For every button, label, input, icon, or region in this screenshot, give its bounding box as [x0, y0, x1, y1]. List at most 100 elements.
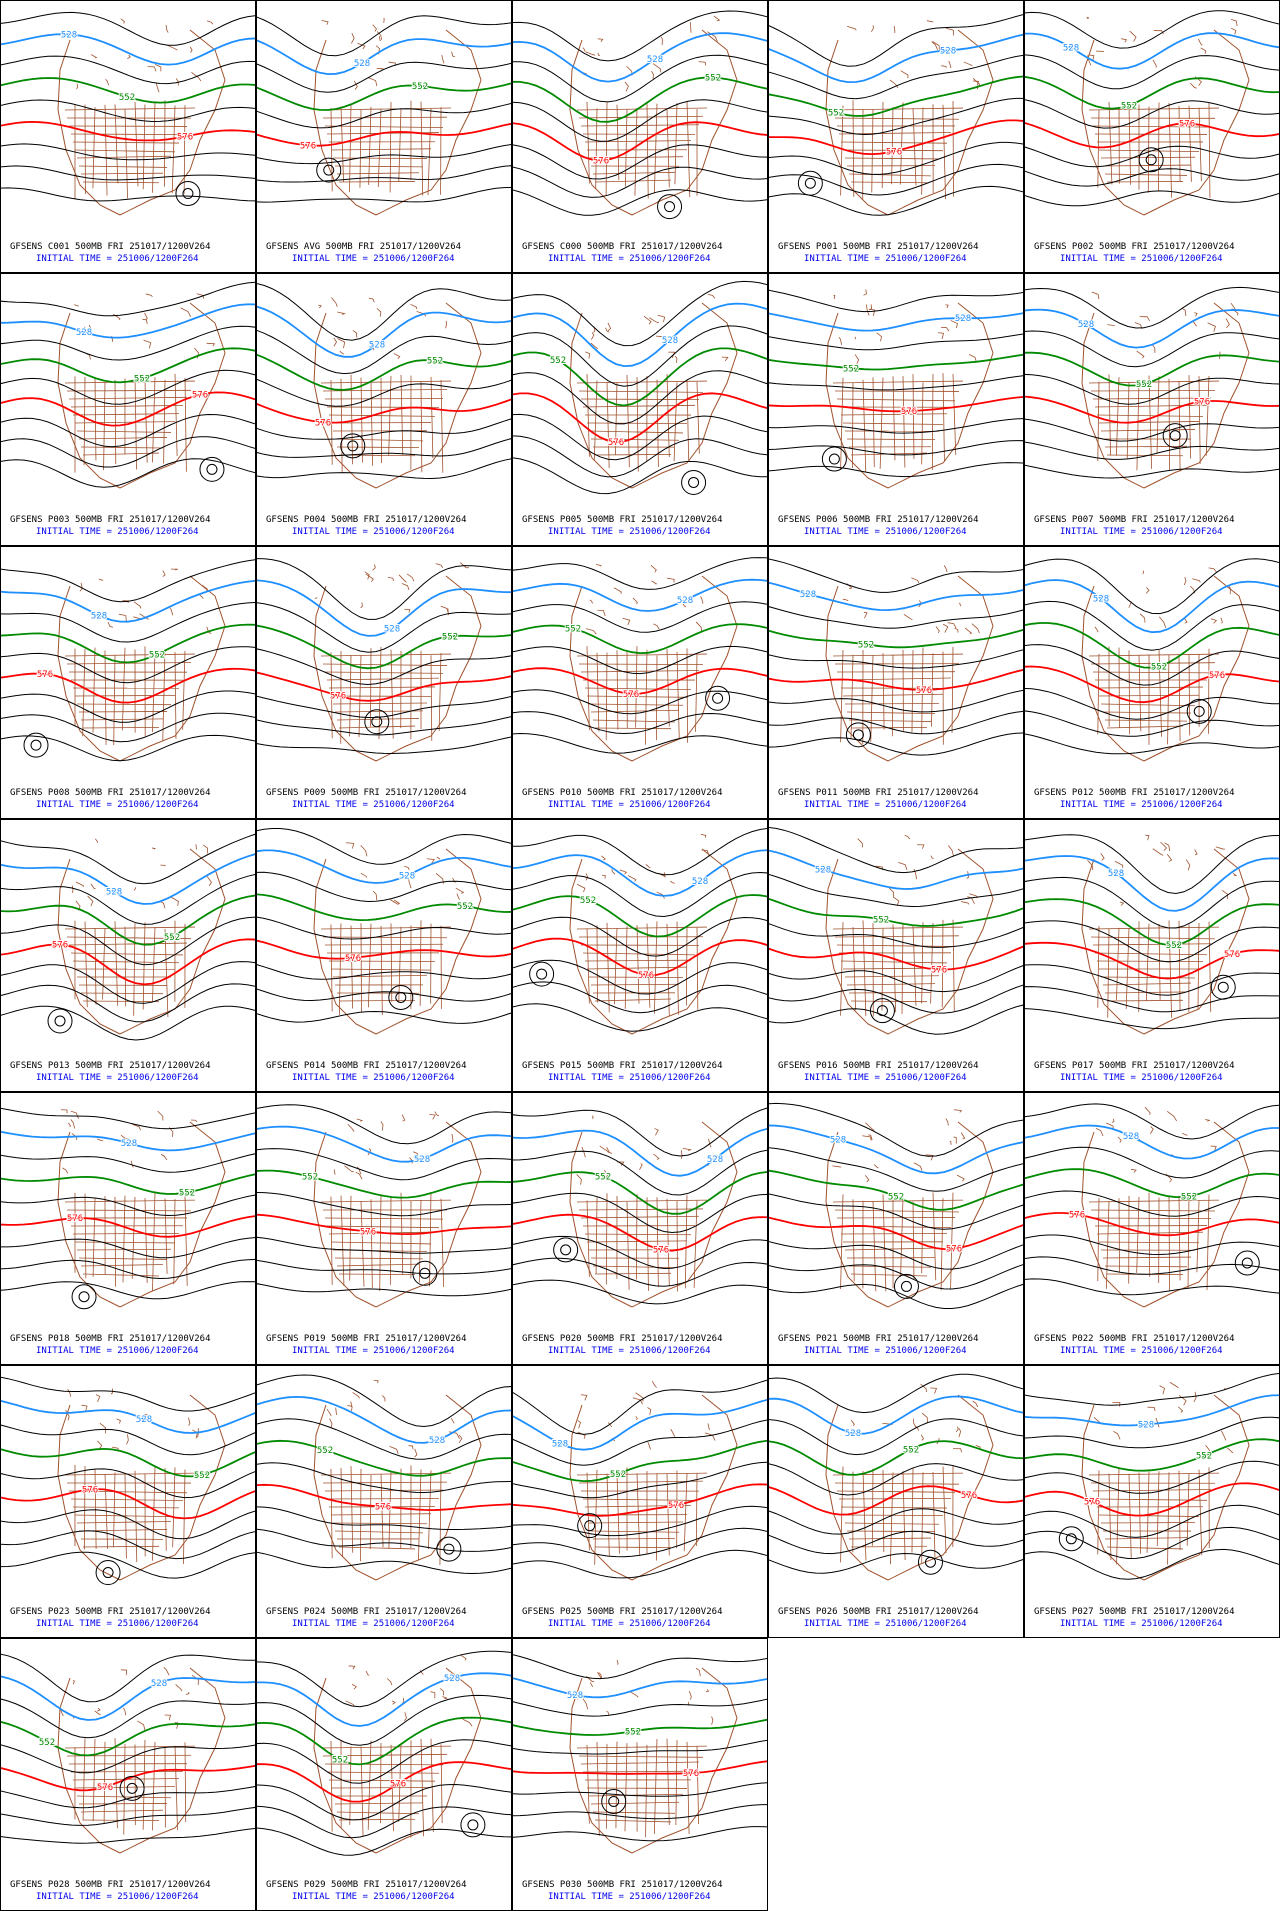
- coastline: [825, 302, 994, 489]
- island: [888, 887, 895, 898]
- island: [408, 878, 412, 889]
- contour: [513, 1527, 767, 1558]
- island: [955, 1426, 959, 1433]
- island: [71, 885, 74, 893]
- island: [435, 563, 444, 568]
- state-line: [1108, 102, 1113, 185]
- state-line: [80, 992, 164, 995]
- island: [654, 1128, 659, 1136]
- contour-label: 552: [625, 1727, 641, 1737]
- state-line: [576, 1745, 708, 1749]
- contour: [769, 606, 1023, 629]
- contour: [769, 1463, 1023, 1496]
- contour: [513, 711, 767, 735]
- height-contour: [1, 33, 255, 66]
- state-line: [1088, 380, 1220, 384]
- height-contour: [513, 1213, 767, 1252]
- contour: [1, 187, 255, 202]
- state-line: [369, 1474, 372, 1549]
- state-line: [152, 1192, 156, 1292]
- state-line: [114, 104, 119, 184]
- island: [365, 1670, 370, 1676]
- state-line: [586, 422, 688, 424]
- island: [97, 1440, 103, 1450]
- contour-label: 528: [940, 46, 956, 56]
- state-line: [440, 1744, 443, 1824]
- island: [163, 1667, 170, 1676]
- island: [942, 623, 949, 633]
- island: [458, 1434, 463, 1444]
- island: [1087, 55, 1092, 66]
- map: 528 552 576: [257, 1650, 511, 1856]
- island: [450, 1418, 455, 1424]
- state-line: [850, 1273, 928, 1277]
- state-line: [580, 1761, 700, 1765]
- island: [1139, 613, 1146, 623]
- state-line: [390, 649, 394, 739]
- island: [337, 338, 346, 349]
- island: [713, 15, 721, 22]
- state-line: [328, 686, 436, 689]
- state-line: [336, 172, 420, 175]
- state-line: [1090, 390, 1216, 392]
- island: [585, 51, 596, 56]
- state-line: [1168, 102, 1172, 198]
- coastline: [57, 848, 226, 1035]
- state-line: [360, 1201, 365, 1287]
- contour: [769, 649, 1023, 669]
- island: [388, 61, 396, 66]
- island: [680, 600, 687, 608]
- state-line: [634, 108, 638, 196]
- island: [653, 1153, 660, 1160]
- panel-border: [0, 0, 256, 273]
- island: [651, 70, 654, 79]
- state-line: [586, 1200, 590, 1277]
- island: [959, 602, 962, 607]
- contour: [513, 189, 767, 216]
- contour: [1025, 418, 1279, 442]
- closed-contour: [371, 716, 383, 728]
- island: [145, 293, 153, 297]
- panel-subtitle: INITIAL TIME = 251006/1200F264: [292, 1892, 455, 1902]
- state-line: [850, 1545, 928, 1548]
- island: [367, 1148, 372, 1156]
- state-line: [836, 1490, 956, 1493]
- island: [335, 1407, 337, 1415]
- contour-label: 552: [1166, 941, 1182, 951]
- state-line: [182, 650, 186, 730]
- contour: [1025, 168, 1279, 187]
- closed-contour: [608, 1795, 620, 1807]
- state-line: [1178, 920, 1181, 1011]
- state-line: [324, 1763, 444, 1766]
- contour: [257, 1783, 511, 1821]
- map: 528 552 576: [513, 10, 767, 220]
- state-line: [655, 1473, 658, 1561]
- island: [74, 304, 80, 307]
- contour: [1, 1194, 255, 1217]
- island: [188, 1417, 191, 1426]
- panel-title: GFSENS P006 500MB FRI 251017/1200V264: [778, 515, 978, 525]
- height-contour: [257, 1169, 511, 1199]
- state-line: [163, 379, 166, 464]
- contour: [257, 61, 511, 93]
- state-line: [336, 1263, 420, 1267]
- contour: [1, 646, 255, 684]
- state-line: [842, 149, 944, 152]
- panel-subtitle: INITIAL TIME = 251006/1200F264: [804, 800, 967, 810]
- island: [948, 845, 954, 857]
- closed-contour: [419, 1267, 431, 1279]
- island: [174, 1722, 179, 1729]
- island: [370, 344, 375, 351]
- closed-contour: [388, 985, 414, 1011]
- state-line: [72, 960, 180, 964]
- coastline: [825, 848, 994, 1035]
- contour: [257, 648, 511, 686]
- island: [348, 1665, 356, 1670]
- island: [81, 1404, 88, 1412]
- contour-label: 552: [119, 93, 135, 103]
- state-line: [1092, 1217, 1212, 1220]
- state-line: [122, 1195, 126, 1283]
- island: [627, 875, 637, 882]
- state-line: [578, 115, 704, 119]
- island: [1166, 853, 1173, 862]
